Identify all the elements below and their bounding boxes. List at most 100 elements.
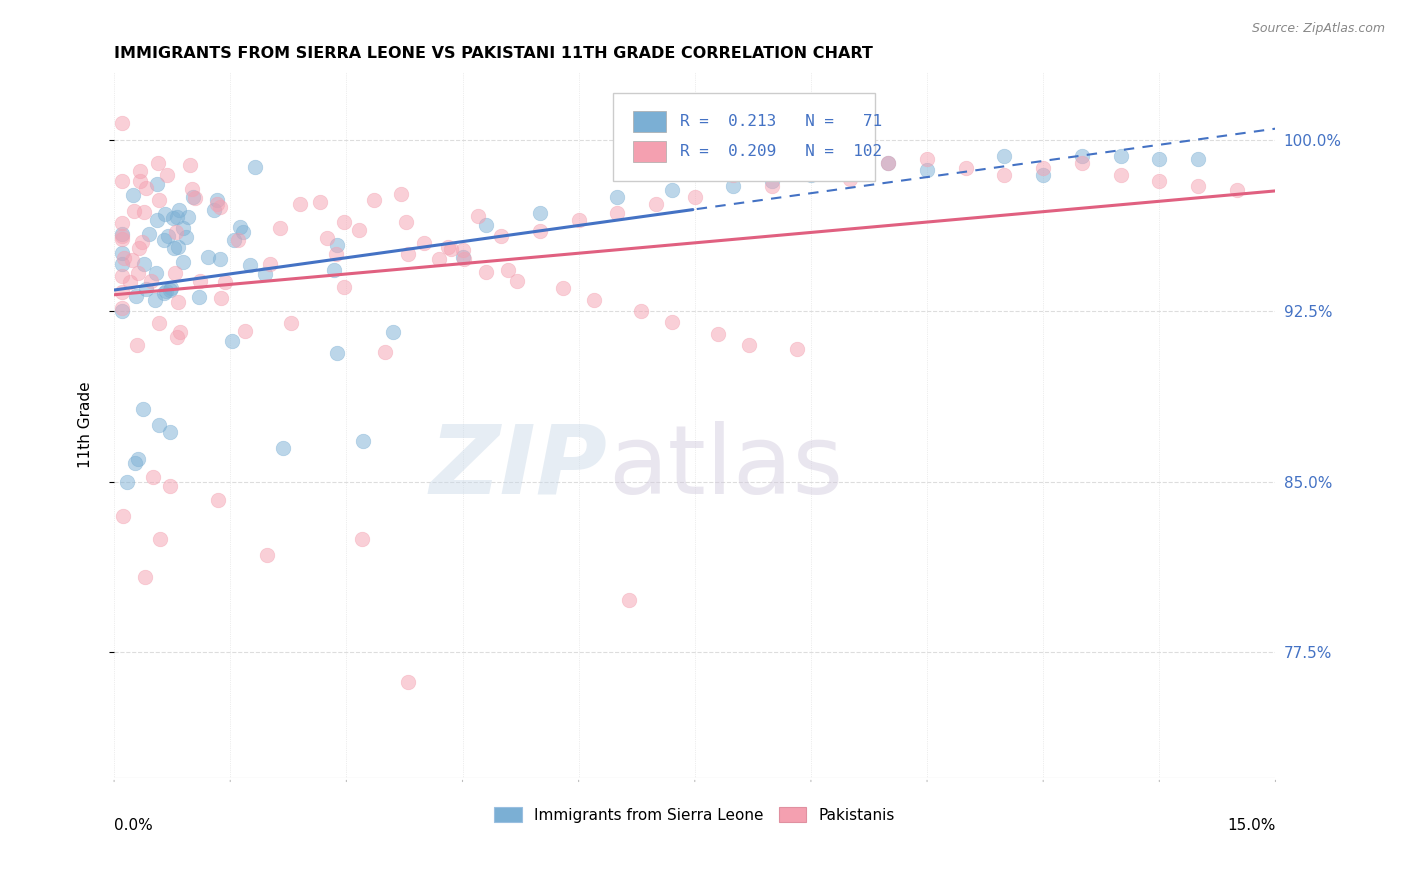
Point xyxy=(467,209,489,223)
Point xyxy=(156,168,179,182)
Point xyxy=(181,190,204,204)
Point xyxy=(134,570,156,584)
Text: atlas: atlas xyxy=(607,421,842,514)
Point xyxy=(474,265,496,279)
Point xyxy=(111,174,134,188)
Point xyxy=(333,280,356,294)
Point xyxy=(128,242,150,256)
Text: 0.0%: 0.0% xyxy=(114,819,153,833)
FancyBboxPatch shape xyxy=(633,111,666,132)
Point xyxy=(197,250,219,264)
Text: ZIP: ZIP xyxy=(430,421,607,514)
Point xyxy=(124,457,146,471)
Point xyxy=(111,257,134,271)
Point xyxy=(142,470,165,484)
Point xyxy=(117,475,139,489)
Point xyxy=(1070,156,1092,170)
Text: IMMIGRANTS FROM SIERRA LEONE VS PAKISTANI 11TH GRADE CORRELATION CHART: IMMIGRANTS FROM SIERRA LEONE VS PAKISTAN… xyxy=(114,46,873,62)
Point xyxy=(155,284,177,298)
Point xyxy=(214,275,236,289)
Point xyxy=(167,240,190,254)
Point xyxy=(269,220,291,235)
Point xyxy=(915,152,938,166)
Point xyxy=(111,115,134,129)
Point xyxy=(111,232,134,246)
Point xyxy=(440,242,463,256)
Point xyxy=(1149,174,1171,188)
Point xyxy=(172,254,194,268)
Point xyxy=(146,177,169,191)
Point xyxy=(131,235,153,249)
Point xyxy=(208,252,231,266)
Point xyxy=(221,334,243,348)
Point xyxy=(205,197,228,211)
Point xyxy=(1032,161,1054,175)
Point xyxy=(707,326,730,341)
Point xyxy=(1226,183,1249,197)
Point xyxy=(118,275,141,289)
Point xyxy=(112,251,135,265)
Point xyxy=(180,182,202,196)
Point xyxy=(239,258,262,272)
Point xyxy=(489,229,512,244)
Point xyxy=(529,224,551,238)
Point xyxy=(1187,178,1209,193)
Point xyxy=(172,221,194,235)
Point xyxy=(166,330,188,344)
Point xyxy=(453,252,475,266)
Point xyxy=(153,285,176,300)
Point xyxy=(396,247,419,261)
Point xyxy=(166,210,188,224)
Point xyxy=(166,226,188,240)
Point xyxy=(352,434,374,448)
Point xyxy=(165,266,187,280)
Point xyxy=(169,325,191,339)
Point xyxy=(179,158,201,172)
Point xyxy=(132,401,155,416)
Point xyxy=(271,441,294,455)
Point xyxy=(568,213,591,227)
Point xyxy=(259,257,281,271)
Point xyxy=(993,149,1015,163)
Point xyxy=(159,283,181,297)
Point xyxy=(111,216,134,230)
Point xyxy=(838,172,860,186)
Point xyxy=(129,163,152,178)
Point xyxy=(111,301,134,315)
Point xyxy=(1149,152,1171,166)
Point xyxy=(630,304,652,318)
Point xyxy=(159,425,181,439)
FancyBboxPatch shape xyxy=(613,94,875,181)
Point xyxy=(738,338,761,352)
Point xyxy=(149,532,172,546)
Point xyxy=(955,161,977,175)
Point xyxy=(290,197,312,211)
Point xyxy=(128,174,150,188)
Point xyxy=(326,237,349,252)
Point xyxy=(437,239,460,253)
Point xyxy=(800,168,823,182)
Point xyxy=(761,174,783,188)
Point xyxy=(162,211,184,225)
Point xyxy=(315,231,337,245)
Point xyxy=(125,338,148,352)
Point xyxy=(188,274,211,288)
Point xyxy=(683,190,706,204)
Point xyxy=(451,243,474,257)
Point xyxy=(915,163,938,178)
Point xyxy=(993,168,1015,182)
Point xyxy=(326,346,349,360)
Point xyxy=(174,230,197,244)
Point xyxy=(474,218,496,232)
Point xyxy=(209,291,232,305)
Point xyxy=(139,274,162,288)
Point xyxy=(228,220,250,235)
Point xyxy=(122,203,145,218)
Point xyxy=(228,233,250,247)
Point xyxy=(148,417,170,432)
Point xyxy=(112,508,135,523)
Point xyxy=(1109,149,1132,163)
Point xyxy=(121,252,143,267)
Point xyxy=(396,675,419,690)
Point xyxy=(111,285,134,300)
